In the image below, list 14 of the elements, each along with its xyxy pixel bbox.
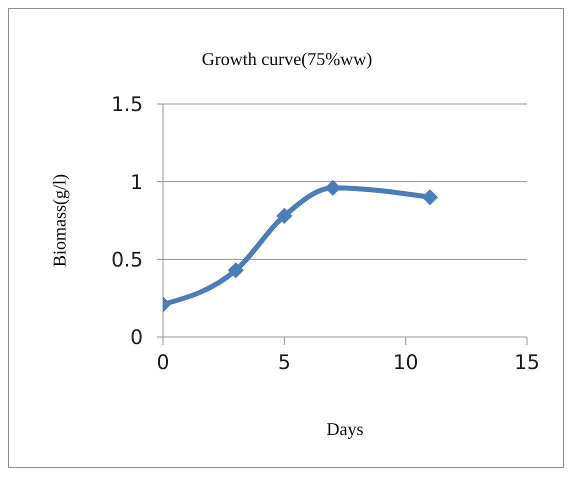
- x-tick-label: 15: [514, 350, 540, 374]
- x-tick-label: 10: [392, 350, 418, 374]
- point: [422, 189, 438, 206]
- y-tick-label: 1.5: [111, 92, 143, 116]
- x-axis-title: Days: [326, 419, 364, 439]
- x-tick-label: 0: [156, 350, 170, 374]
- y-tick-label: 1: [130, 170, 143, 194]
- point: [276, 208, 292, 224]
- y-axis-title: Biomass(g/l): [49, 174, 70, 267]
- point: [228, 262, 244, 278]
- chart-title: Growth curve(75%ww): [200, 49, 374, 70]
- y-tick-label: 0.5: [111, 247, 143, 272]
- y-tick-label: 0: [130, 325, 143, 350]
- x-tick-label: 5: [278, 350, 291, 374]
